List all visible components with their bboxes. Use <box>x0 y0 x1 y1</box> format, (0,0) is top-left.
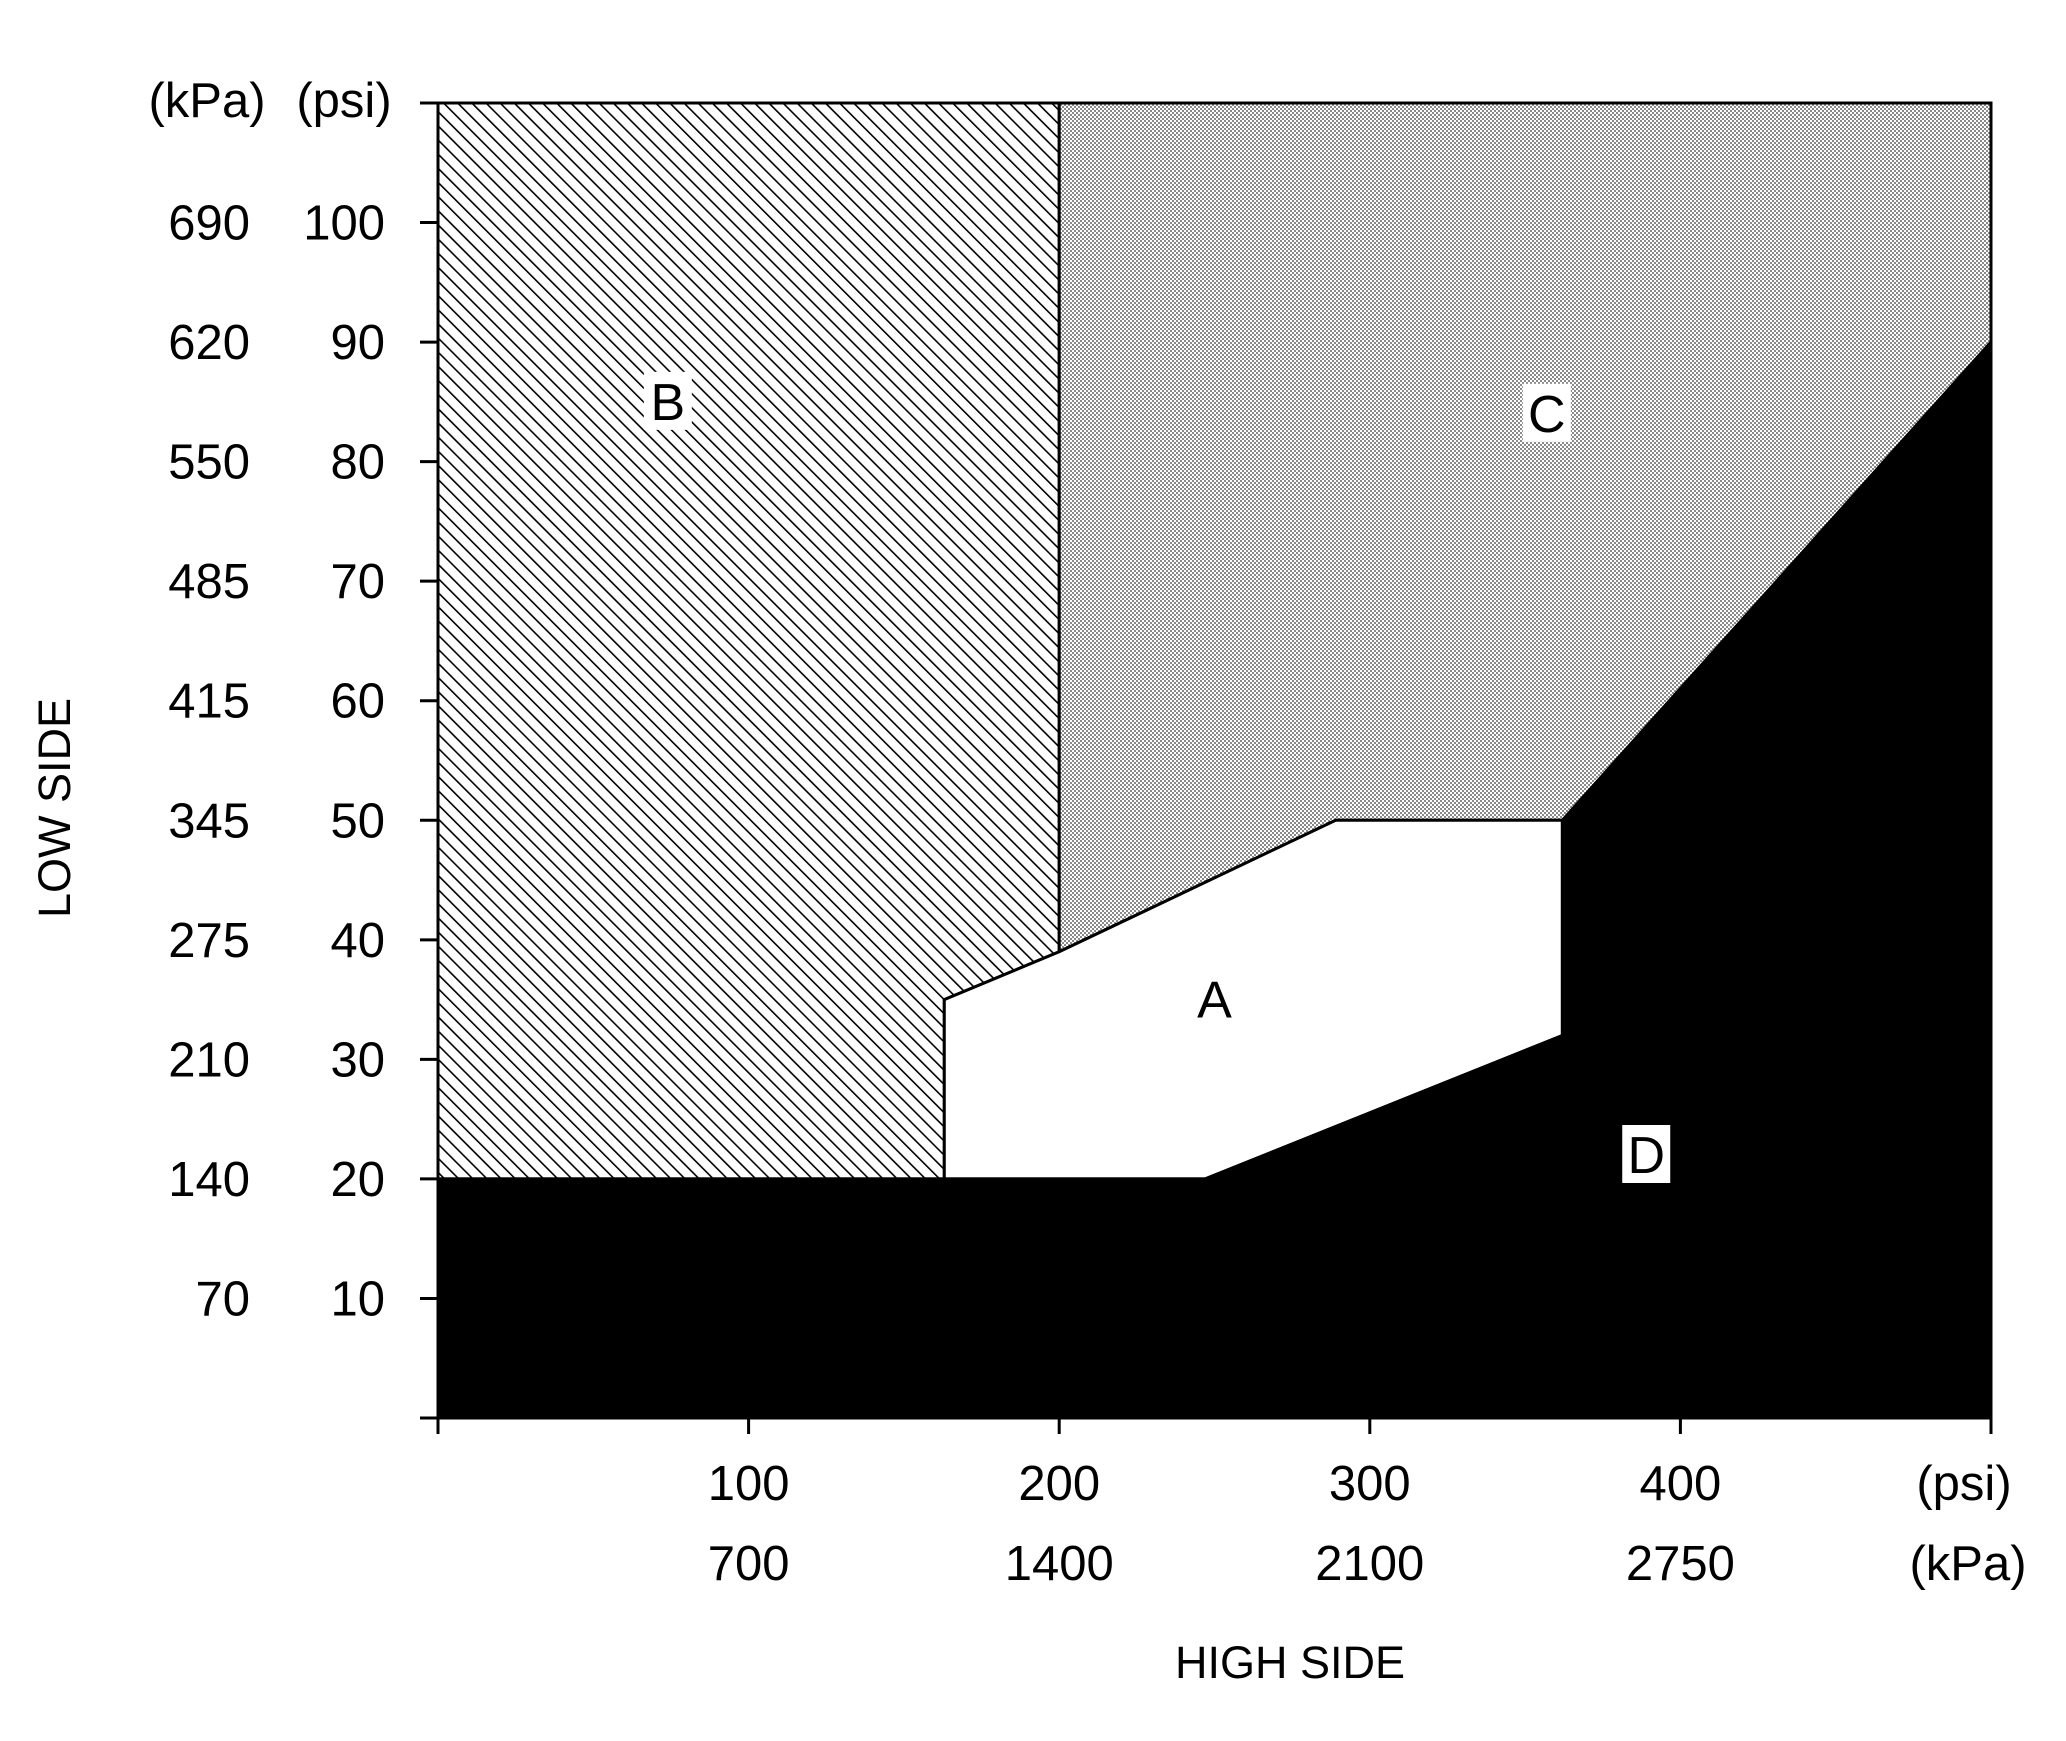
x-unit-headers: (psi) (kPa) <box>1909 1457 2026 1591</box>
y-tick-label-kpa: 415 <box>168 675 250 729</box>
region-label-c: C <box>1528 386 1566 444</box>
y-tick-label-kpa: 620 <box>168 316 250 370</box>
y-tick-label-psi: 70 <box>330 555 385 609</box>
y-tick-label-psi: 20 <box>330 1153 385 1207</box>
tick-marks <box>420 101 1993 1434</box>
y-tick-label-kpa: 485 <box>168 555 250 609</box>
y-tick-label-kpa: 690 <box>168 197 250 251</box>
y-unit-kpa: (kPa) <box>148 74 265 128</box>
y-tick-label-psi: 30 <box>330 1033 385 1087</box>
x-tick-labels: 100 700 200 1400 300 2100 400 2750 <box>708 1457 1735 1591</box>
x-unit-kpa: (kPa) <box>1909 1537 2026 1591</box>
y-tick-label-psi: 100 <box>303 197 385 251</box>
y-tick-label-psi: 90 <box>330 316 385 370</box>
y-unit-psi: (psi) <box>296 74 391 128</box>
x-axis-title: HIGH SIDE <box>1175 1637 1405 1688</box>
y-tick-label-psi: 60 <box>330 675 385 729</box>
x-tick-label-psi: 400 <box>1640 1457 1722 1511</box>
plot-frame <box>436 101 1993 1420</box>
x-tick-label-psi: 300 <box>1329 1457 1411 1511</box>
y-tick-label-kpa: 140 <box>168 1153 250 1207</box>
region-label-b: B <box>651 374 686 432</box>
regions-layer <box>436 101 1993 1420</box>
region-label-a: A <box>1197 972 1232 1030</box>
y-tick-label-psi: 10 <box>330 1272 385 1326</box>
y-tick-label-psi: 80 <box>330 436 385 490</box>
y-unit-headers: (kPa) (psi) <box>148 74 391 128</box>
x-tick-label-psi: 100 <box>708 1457 790 1511</box>
plot-border <box>436 101 1993 1420</box>
region-label-bg <box>643 371 692 430</box>
y-tick-label-kpa: 275 <box>168 914 250 968</box>
y-tick-label-psi: 40 <box>330 914 385 968</box>
y-tick-label-kpa: 210 <box>168 1033 250 1087</box>
region-label-d: D <box>1627 1127 1665 1185</box>
x-unit-psi: (psi) <box>1916 1457 2011 1511</box>
y-tick-label-psi: 50 <box>330 794 385 848</box>
region-label-bg <box>1522 383 1571 442</box>
x-tick-label-kpa: 2750 <box>1626 1537 1735 1591</box>
y-tick-label-kpa: 70 <box>195 1272 250 1326</box>
x-tick-label-kpa: 2100 <box>1315 1537 1424 1591</box>
x-tick-label-kpa: 1400 <box>1005 1537 1114 1591</box>
x-tick-label-kpa: 700 <box>708 1537 790 1591</box>
y-tick-label-kpa: 345 <box>168 794 250 848</box>
region-labels: B C A D <box>643 371 1671 1185</box>
x-tick-label-psi: 200 <box>1018 1457 1100 1511</box>
y-axis-title: LOW SIDE <box>29 698 80 918</box>
y-tick-label-kpa: 550 <box>168 436 250 490</box>
y-tick-labels: 70 10 140 20 210 30 275 40 345 50 415 60 485 70 550 80 6… <box>168 197 385 1327</box>
region-label-bg <box>1622 1125 1671 1183</box>
